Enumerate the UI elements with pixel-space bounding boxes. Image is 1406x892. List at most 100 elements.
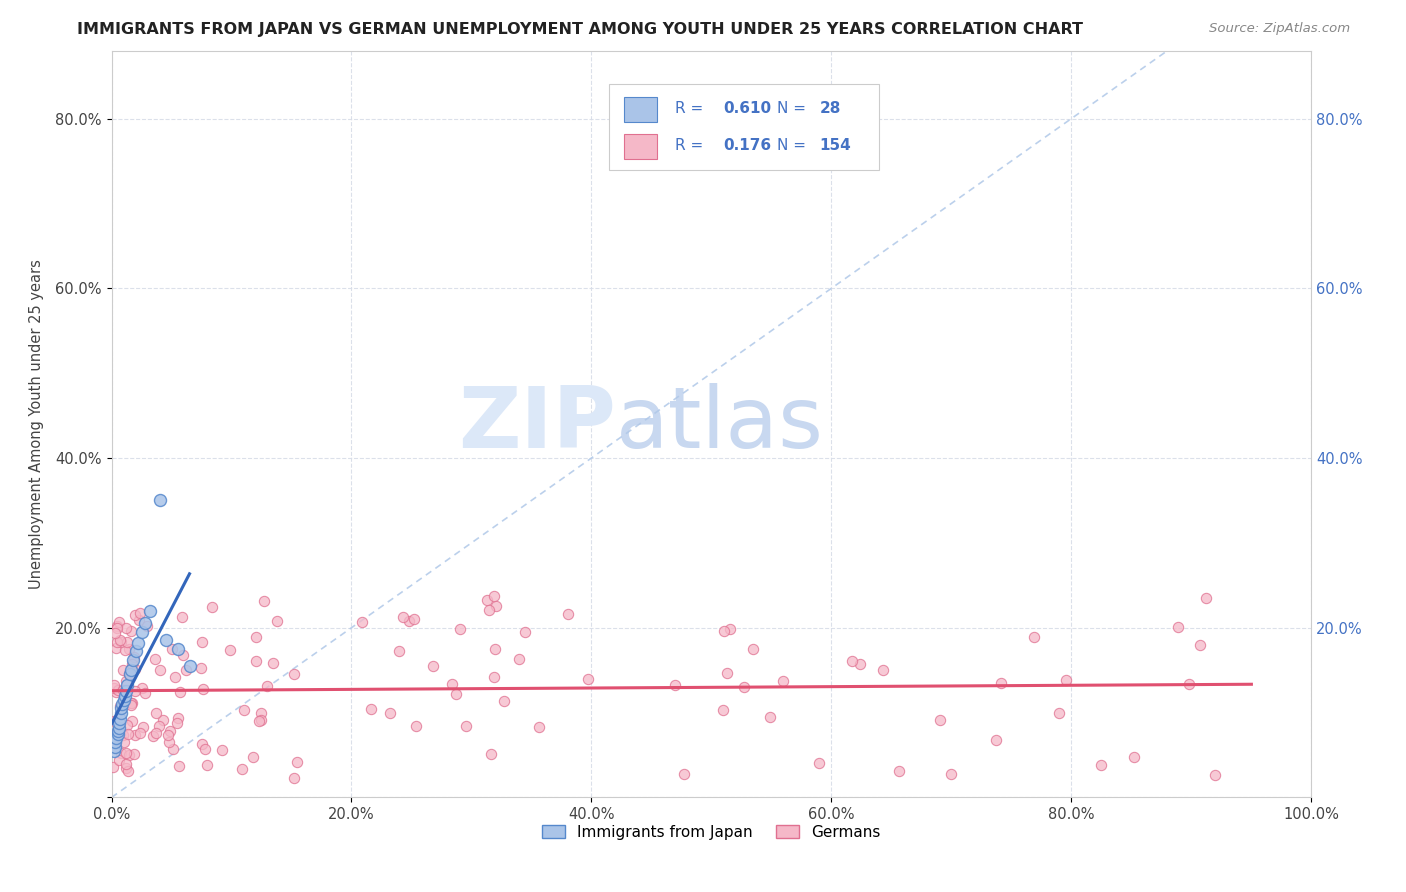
Point — [352, 615, 374, 629]
Point — [103, 760, 125, 774]
Point — [128, 613, 150, 627]
Point — [422, 658, 444, 673]
FancyBboxPatch shape — [624, 134, 658, 159]
Point — [115, 635, 138, 649]
Point — [160, 642, 183, 657]
Point — [841, 655, 863, 669]
Point — [1177, 677, 1199, 691]
Y-axis label: Unemployment Among Youth under 25 years: Unemployment Among Youth under 25 years — [30, 259, 44, 589]
Point — [484, 669, 506, 683]
Text: N =: N = — [778, 102, 811, 117]
Point — [115, 684, 138, 698]
Point — [167, 759, 190, 773]
Point — [124, 728, 146, 742]
Point — [162, 741, 184, 756]
Point — [808, 756, 831, 770]
Point — [508, 652, 530, 666]
FancyBboxPatch shape — [624, 97, 658, 122]
Point — [388, 643, 411, 657]
Point — [120, 698, 142, 712]
Point — [984, 733, 1007, 747]
Point — [121, 696, 143, 710]
Point — [245, 630, 267, 644]
Point — [134, 686, 156, 700]
Point — [262, 656, 284, 670]
Text: R =: R = — [675, 138, 709, 153]
Point — [170, 609, 193, 624]
Point — [117, 727, 139, 741]
Point — [716, 665, 738, 680]
Point — [172, 648, 194, 662]
Point — [112, 663, 135, 677]
Point — [250, 713, 273, 727]
Point — [132, 720, 155, 734]
Point — [872, 663, 894, 677]
Point — [478, 603, 501, 617]
Point — [484, 589, 506, 603]
FancyBboxPatch shape — [609, 84, 879, 170]
Point — [143, 651, 166, 665]
Point — [174, 663, 197, 677]
Point — [711, 703, 734, 717]
Point — [758, 710, 780, 724]
Point — [105, 618, 128, 632]
Point — [195, 758, 218, 772]
Point — [108, 698, 131, 713]
Point — [515, 624, 537, 639]
Point — [557, 607, 579, 622]
Point — [105, 640, 128, 655]
Point — [105, 724, 128, 739]
Point — [283, 771, 305, 785]
Point — [104, 626, 127, 640]
Point — [159, 724, 181, 739]
Point — [115, 761, 138, 775]
Point — [103, 678, 125, 692]
Point — [111, 682, 134, 697]
Text: atlas: atlas — [616, 383, 824, 466]
Point — [849, 657, 872, 672]
Point — [1204, 768, 1226, 782]
Point — [1047, 706, 1070, 721]
Legend: Immigrants from Japan, Germans: Immigrants from Japan, Germans — [536, 819, 887, 846]
Point — [111, 697, 134, 711]
Point — [454, 718, 477, 732]
Point — [145, 706, 167, 721]
Point — [121, 657, 143, 671]
Point — [1189, 638, 1212, 652]
Point — [120, 624, 142, 639]
Point — [148, 493, 170, 508]
Point — [124, 684, 146, 698]
Point — [108, 753, 131, 767]
Point — [149, 663, 172, 677]
Point — [118, 642, 141, 657]
Point — [169, 685, 191, 699]
Point — [115, 756, 138, 771]
Point — [242, 750, 264, 764]
Point — [105, 635, 128, 649]
Point — [110, 746, 132, 760]
Point — [118, 747, 141, 762]
Text: IMMIGRANTS FROM JAPAN VS GERMAN UNEMPLOYMENT AMONG YOUTH UNDER 25 YEARS CORRELAT: IMMIGRANTS FROM JAPAN VS GERMAN UNEMPLOY… — [77, 22, 1084, 37]
Point — [104, 739, 127, 754]
Point — [232, 703, 254, 717]
Point — [576, 672, 599, 686]
Point — [118, 667, 141, 681]
Point — [104, 739, 127, 753]
Point — [105, 731, 128, 745]
Point — [157, 735, 180, 749]
Point — [115, 718, 138, 732]
Point — [114, 643, 136, 657]
Point — [201, 600, 224, 615]
Point — [124, 747, 146, 762]
Point — [266, 614, 288, 628]
Text: N =: N = — [778, 138, 811, 153]
Text: 0.610: 0.610 — [724, 102, 772, 117]
Text: 28: 28 — [820, 102, 841, 117]
Point — [190, 661, 212, 675]
Point — [250, 706, 273, 720]
Point — [484, 642, 506, 657]
Point — [124, 662, 146, 676]
Point — [120, 663, 142, 677]
Point — [107, 683, 129, 698]
Point — [139, 604, 162, 618]
